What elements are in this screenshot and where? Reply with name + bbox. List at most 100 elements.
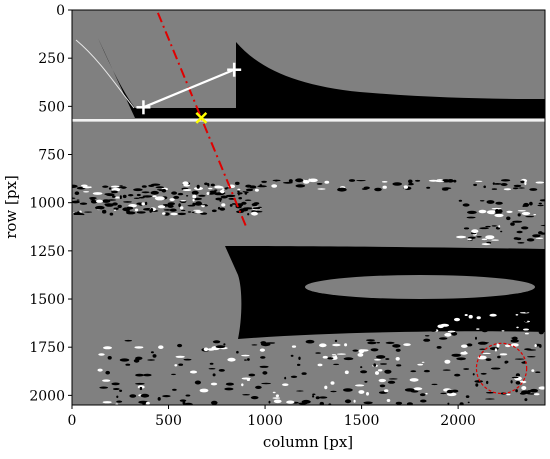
speckle (526, 349, 537, 351)
speckle (327, 357, 334, 360)
speckle (200, 212, 208, 215)
speckle (161, 188, 167, 193)
y-tick-label: 1250 (29, 244, 65, 260)
speckle (447, 330, 456, 333)
speckle (466, 216, 476, 219)
speckle (500, 183, 508, 186)
speckle (451, 353, 462, 357)
speckle (220, 195, 228, 199)
speckle (312, 395, 315, 398)
speckle (295, 178, 304, 183)
speckle (172, 388, 177, 391)
speckle (283, 181, 293, 184)
speckle (251, 210, 257, 213)
speckle (454, 317, 460, 322)
speckle (250, 212, 258, 215)
speckle (170, 212, 178, 216)
speckle (238, 197, 242, 200)
speckle (518, 324, 524, 328)
speckle (515, 314, 519, 316)
speckle (135, 382, 145, 385)
speckle (229, 204, 233, 207)
speckle (501, 313, 509, 317)
y-tick-label: 1500 (29, 292, 65, 308)
speckle (538, 231, 543, 235)
speckle (236, 350, 239, 354)
speckle (171, 191, 178, 195)
speckle (409, 378, 419, 382)
speckle (534, 344, 537, 347)
speckle (77, 211, 80, 214)
speckle (174, 364, 178, 367)
y-tick-label: 250 (38, 51, 65, 67)
speckle (493, 183, 502, 185)
speckle (196, 184, 200, 189)
speckle (510, 222, 515, 226)
speckle (247, 358, 250, 361)
speckle (526, 238, 535, 242)
speckle (379, 384, 386, 388)
speckle (180, 201, 187, 203)
speckle (315, 396, 320, 400)
speckle (244, 191, 249, 193)
speckle (245, 184, 252, 188)
speckle (500, 230, 503, 233)
speckle (119, 185, 123, 187)
speckle-bottom (97, 310, 545, 405)
speckle (208, 187, 213, 190)
speckle (128, 204, 137, 208)
speckle (76, 199, 80, 201)
speckle (105, 203, 114, 207)
speckle (510, 380, 513, 384)
speckle (435, 180, 445, 183)
speckle (102, 209, 107, 214)
speckle (392, 344, 401, 348)
speckle (84, 211, 93, 213)
speckle (480, 372, 487, 375)
speckle (517, 213, 521, 217)
speckle (441, 179, 451, 183)
speckle (506, 216, 511, 221)
speckle (499, 353, 508, 356)
speckle (162, 395, 171, 398)
speckle (136, 211, 146, 214)
speckle (129, 394, 137, 398)
speckle (386, 399, 391, 402)
speckle (360, 370, 368, 374)
speckle (467, 401, 470, 404)
speckle (370, 348, 379, 352)
speckle (112, 195, 116, 198)
speckle (374, 187, 382, 192)
speckle (134, 346, 144, 349)
speckle (498, 225, 501, 228)
speckle (72, 200, 80, 204)
speckle (324, 385, 328, 390)
speckle (408, 179, 413, 184)
speckle (275, 394, 279, 398)
speckle (363, 401, 373, 405)
speckle (373, 363, 377, 367)
y-tick-label: 2000 (29, 388, 65, 404)
speckle (454, 373, 461, 377)
speckle (298, 356, 301, 360)
speckle (112, 388, 120, 390)
speckle (442, 369, 451, 371)
speckle (376, 342, 380, 344)
speckle (374, 359, 381, 361)
speckle (384, 389, 389, 393)
speckle (441, 187, 452, 190)
speckle (361, 188, 368, 190)
speckle (485, 225, 491, 228)
speckle (319, 401, 324, 405)
speckle (142, 195, 153, 198)
speckle (181, 209, 186, 212)
speckle (90, 200, 98, 204)
speckle (523, 361, 526, 363)
speckle (533, 393, 540, 396)
speckle (444, 332, 452, 337)
speckle (162, 204, 170, 206)
speckle (273, 399, 282, 404)
speckle (219, 198, 222, 202)
axes-frame (71, 9, 546, 406)
speckle (387, 380, 396, 384)
